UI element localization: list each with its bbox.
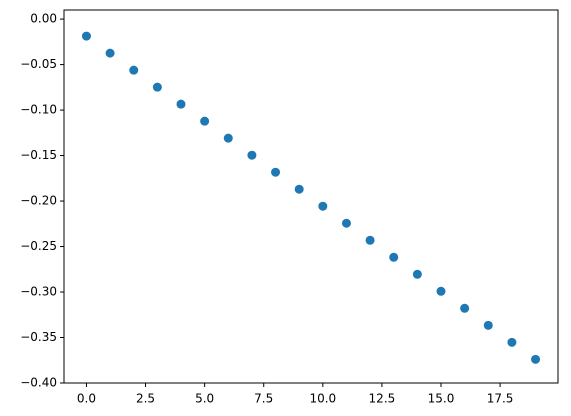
point — [271, 167, 281, 177]
point — [483, 320, 493, 330]
x-tick-label: 12.5 — [369, 392, 396, 406]
y-tick-label: −0.25 — [20, 239, 57, 253]
y-tick-label: −0.20 — [20, 194, 57, 208]
x-tick-label: 5.0 — [195, 392, 214, 406]
point — [81, 31, 91, 41]
point — [531, 354, 541, 364]
point — [389, 252, 399, 262]
point — [176, 99, 186, 109]
x-tick-label: 0.0 — [77, 392, 96, 406]
point — [460, 303, 470, 313]
plot-frame — [63, 9, 559, 384]
point — [223, 133, 233, 143]
point — [436, 286, 446, 296]
x-tick-label: 10.0 — [309, 392, 336, 406]
x-tick-label: 2.5 — [136, 392, 155, 406]
point — [341, 218, 351, 228]
x-tick-label: 17.5 — [487, 392, 514, 406]
point — [507, 337, 517, 347]
y-tick-label: −0.30 — [20, 285, 57, 299]
point — [200, 116, 210, 126]
point — [412, 269, 422, 279]
x-tick-label: 15.0 — [428, 392, 455, 406]
point — [318, 201, 328, 211]
y-tick-label: −0.10 — [20, 103, 57, 117]
y-tick-label: −0.05 — [20, 57, 57, 71]
point — [294, 184, 304, 194]
point — [365, 235, 375, 245]
point — [129, 65, 139, 75]
point — [105, 48, 115, 58]
y-tick-label: −0.40 — [20, 376, 57, 390]
point — [247, 150, 257, 160]
x-tick-label: 7.5 — [254, 392, 273, 406]
point — [152, 82, 162, 92]
y-tick-label: 0.00 — [30, 12, 57, 26]
y-tick-label: −0.15 — [20, 148, 57, 162]
y-tick-label: −0.35 — [20, 330, 57, 344]
